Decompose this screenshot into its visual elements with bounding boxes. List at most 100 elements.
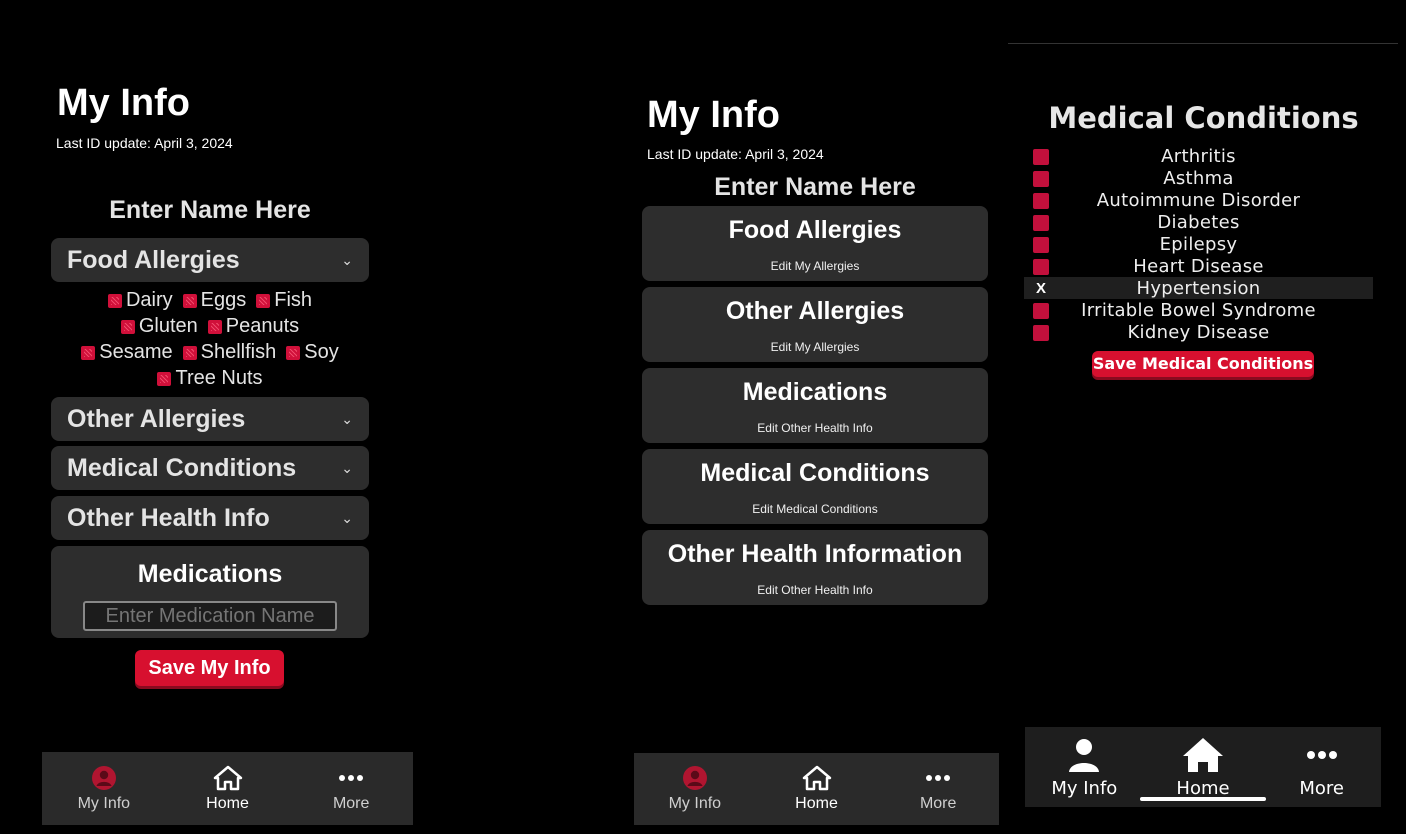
card-subtitle: Edit Other Health Info [757, 421, 873, 435]
bottom-nav: My Info Home More [1025, 727, 1381, 807]
section-label: Other Allergies [67, 404, 246, 433]
allergy-checkbox-soy[interactable]: Soy [286, 341, 339, 364]
condition-label: Heart Disease [1133, 256, 1264, 277]
allergy-checkbox-gluten[interactable]: Gluten [120, 315, 198, 338]
allergy-label: Eggs [200, 289, 247, 311]
condition-label: Irritable Bowel Syndrome [1081, 300, 1316, 321]
condition-irritable-bowel-syndrome[interactable]: Irritable Bowel Syndrome [1024, 299, 1373, 321]
nav-label: Home [1176, 777, 1230, 799]
person-icon [682, 766, 707, 790]
nav-home[interactable]: Home [1139, 727, 1267, 807]
allergy-row: Sesame Shellfish Soy [51, 341, 369, 364]
checkbox-icon [207, 319, 222, 334]
chevron-down-icon: ⌄ [341, 251, 353, 268]
allergy-label: Sesame [99, 341, 173, 363]
last-update-text: Last ID update: April 3, 2024 [647, 146, 824, 162]
allergy-row: Gluten Peanuts [51, 315, 369, 338]
checkbox-icon [286, 345, 301, 360]
person-icon [1069, 738, 1100, 772]
section-medical-conditions[interactable]: Medical Conditions ⌄ [51, 446, 369, 490]
section-other-allergies[interactable]: Other Allergies ⌄ [51, 397, 369, 441]
condition-diabetes[interactable]: Diabetes [1024, 211, 1373, 233]
checkbox-icon [1033, 325, 1049, 341]
condition-epilepsy[interactable]: Epilepsy [1024, 233, 1373, 255]
nav-my-info[interactable]: My Info [1025, 727, 1144, 807]
name-field[interactable]: Enter Name Here [109, 196, 311, 224]
allergy-checkbox-peanuts[interactable]: Peanuts [207, 315, 300, 338]
section-other-health-info[interactable]: Other Health Info ⌄ [51, 496, 369, 540]
checkbox-icon [1033, 259, 1049, 275]
allergy-checkbox-sesame[interactable]: Sesame [81, 341, 173, 364]
condition-label: Kidney Disease [1127, 322, 1270, 343]
bottom-nav: My Info Home More [634, 753, 999, 825]
nav-home[interactable]: Home [756, 753, 878, 825]
medications-card: Medications [51, 546, 369, 638]
card-title: Medications [742, 378, 888, 406]
chevron-down-icon: ⌄ [341, 509, 353, 526]
card-subtitle: Edit My Allergies [770, 340, 860, 354]
condition-arthritis[interactable]: Arthritis [1024, 145, 1373, 167]
card-medical-conditions[interactable]: Medical Conditions Edit Medical Conditio… [642, 449, 988, 524]
section-food-allergies[interactable]: Food Allergies ⌄ [51, 238, 369, 282]
name-field[interactable]: Enter Name Here [714, 173, 916, 201]
nav-my-info[interactable]: My Info [634, 753, 756, 825]
condition-heart-disease[interactable]: Heart Disease [1024, 255, 1373, 277]
allergy-row: Tree Nuts [51, 367, 369, 390]
nav-label: Home [206, 794, 249, 812]
home-icon [1183, 737, 1223, 772]
save-medical-conditions-button[interactable]: Save Medical Conditions [1092, 351, 1314, 377]
nav-label: More [1299, 777, 1344, 799]
section-label: Food Allergies [67, 245, 240, 274]
medication-name-input[interactable] [83, 601, 337, 631]
nav-label: More [919, 795, 957, 812]
nav-label: Home [795, 795, 838, 812]
condition-label: Epilepsy [1159, 234, 1238, 255]
checked-x-icon: X [1035, 280, 1046, 297]
nav-label: More [332, 794, 370, 812]
card-other-allergies[interactable]: Other Allergies Edit My Allergies [642, 287, 988, 362]
condition-hypertension[interactable]: X Hypertension [1024, 277, 1373, 299]
allergy-checkbox-eggs[interactable]: Eggs [182, 289, 247, 312]
page-title: Medical Conditions [1048, 101, 1359, 135]
last-update-text: Last ID update: April 3, 2024 [56, 135, 233, 151]
section-label: Medical Conditions [67, 453, 297, 482]
condition-label: Autoimmune Disorder [1096, 190, 1301, 211]
allergy-row: Dairy Eggs Fish [51, 289, 369, 312]
condition-label: Diabetes [1157, 212, 1240, 233]
condition-asthma[interactable]: Asthma [1024, 167, 1373, 189]
allergy-label: Tree Nuts [175, 367, 263, 389]
home-icon [213, 765, 242, 790]
allergy-label: Gluten [138, 315, 198, 337]
card-food-allergies[interactable]: Food Allergies Edit My Allergies [642, 206, 988, 281]
screen-medical-conditions [1008, 43, 1398, 821]
card-other-health-information[interactable]: Other Health Information Edit Other Heal… [642, 530, 988, 605]
nav-label: My Info [77, 794, 131, 812]
allergy-checkbox-fish[interactable]: Fish [256, 289, 312, 312]
nav-more[interactable]: More [289, 752, 413, 825]
checkbox-icon [182, 345, 197, 360]
allergy-checkbox-tree-nuts[interactable]: Tree Nuts [157, 367, 263, 390]
nav-home[interactable]: Home [166, 752, 290, 825]
checkbox-icon [120, 319, 135, 334]
nav-more[interactable]: More [1262, 727, 1381, 807]
chevron-down-icon: ⌄ [341, 410, 353, 427]
more-icon [1306, 750, 1337, 759]
page-title: My Info [57, 82, 190, 124]
card-subtitle: Edit My Allergies [770, 259, 860, 273]
checkbox-icon [107, 293, 122, 308]
condition-label: Arthritis [1161, 146, 1236, 167]
nav-my-info[interactable]: My Info [42, 752, 166, 825]
allergy-label: Peanuts [225, 315, 300, 337]
allergy-label: Fish [274, 289, 313, 311]
person-icon [91, 765, 116, 790]
condition-kidney-disease[interactable]: Kidney Disease [1024, 321, 1373, 343]
save-my-info-button[interactable]: Save My Info [135, 650, 284, 686]
card-medications[interactable]: Medications Edit Other Health Info [642, 368, 988, 443]
allergy-checkbox-shellfish[interactable]: Shellfish [182, 341, 276, 364]
allergy-checkbox-dairy[interactable]: Dairy [107, 289, 173, 312]
condition-autoimmune-disorder[interactable]: Autoimmune Disorder [1024, 189, 1373, 211]
chevron-down-icon: ⌄ [341, 459, 353, 476]
card-title: Food Allergies [728, 216, 902, 244]
nav-more[interactable]: More [877, 753, 999, 825]
checkbox-icon [182, 293, 197, 308]
